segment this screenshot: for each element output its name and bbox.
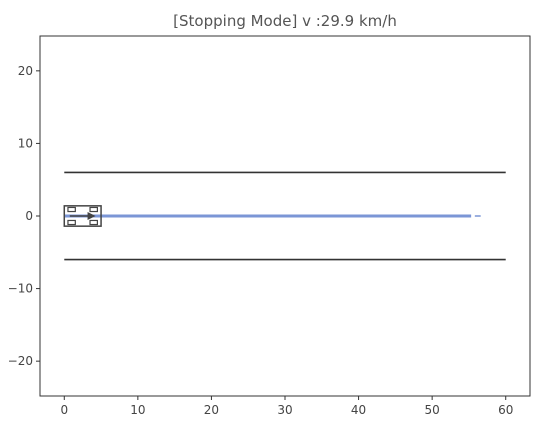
y-tick-label: 20 [18,64,33,78]
vehicle-wheel-0 [67,206,76,213]
vehicle-wheel-3 [89,219,98,226]
x-tick-label: 40 [351,403,366,417]
chart-title: [Stopping Mode] v :29.9 km/h [173,12,397,30]
x-tick-label: 30 [277,403,292,417]
vehicle-heading-arrow-head [87,212,96,220]
vehicle-body [63,205,102,227]
vehicle-wheel-2 [67,219,76,226]
y-tick-label: 0 [25,209,33,223]
x-tick-label: 0 [60,403,68,417]
x-tick-label: 10 [130,403,145,417]
y-tick-label: −20 [8,354,33,368]
x-tick-label: 50 [425,403,440,417]
x-tick-label: 60 [498,403,513,417]
y-tick-label: 10 [18,136,33,150]
y-tick-label: −10 [8,282,33,296]
plot-area: 0 10 20 30 40 50 60 −20 −10 0 10 20 [8,35,531,417]
vehicle-wheel-1 [89,206,98,213]
x-tick-label: 20 [204,403,219,417]
